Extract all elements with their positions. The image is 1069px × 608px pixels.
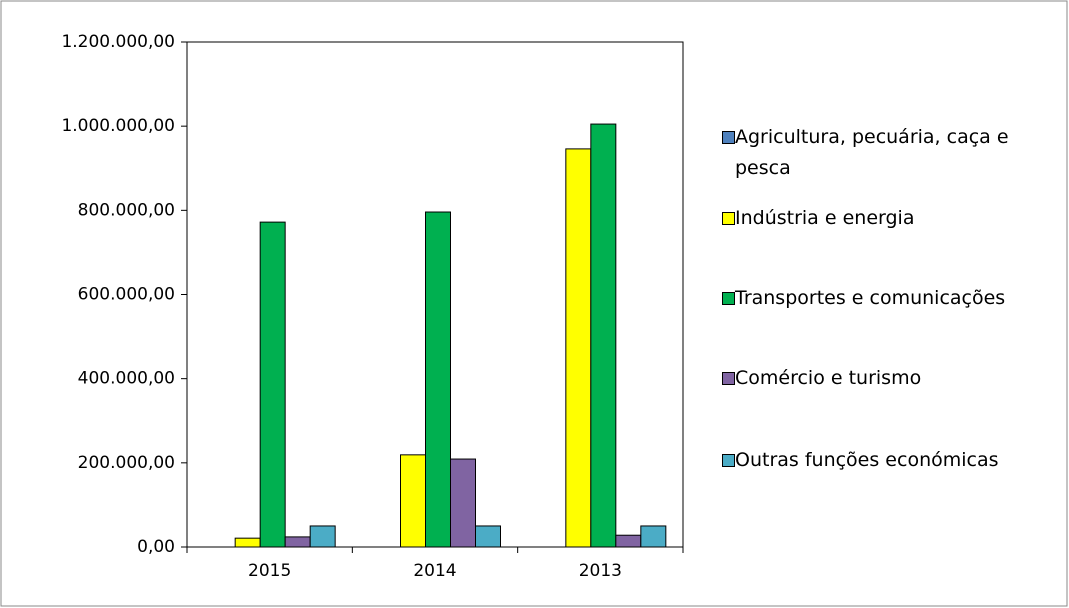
y-tick-label: 0,00 [137, 537, 175, 557]
legend: Agricultura, pecuária, caça e pesca Indús… [720, 0, 1065, 608]
legend-item: Comércio e turismo [720, 363, 1065, 394]
legend-item: Transportes e comunicações [720, 283, 1065, 314]
y-tick-label: 400.000,00 [78, 369, 175, 389]
bar [259, 221, 286, 548]
bar [475, 525, 501, 548]
bar [450, 458, 476, 548]
legend-label: Outras funções económicas [735, 449, 999, 471]
x-tick-label: 2015 [248, 561, 291, 581]
legend-label: Agricultura, pecuária, caça e pesca [735, 126, 1009, 179]
y-tick-label: 1.000.000,00 [61, 116, 175, 136]
legend-item: Agricultura, pecuária, caça e pesca [720, 122, 1065, 184]
bar [309, 525, 336, 548]
legend-swatch [722, 292, 735, 305]
legend-swatch [722, 372, 735, 385]
bar [615, 534, 642, 548]
y-tick-label: 200.000,00 [78, 453, 175, 473]
bar [400, 454, 426, 548]
legend-swatch [722, 454, 735, 467]
y-tick-label: 600.000,00 [78, 285, 175, 305]
bar [425, 211, 451, 548]
bar [565, 148, 592, 548]
legend-label: Comércio e turismo [735, 367, 922, 389]
legend-swatch [722, 131, 735, 144]
x-tick-label: 2013 [579, 561, 622, 581]
legend-item: Outras funções económicas [720, 445, 1065, 476]
bar [284, 536, 311, 548]
y-tick-label: 1.200.000,00 [61, 32, 175, 52]
x-tick-label: 2014 [413, 561, 456, 581]
bar [590, 123, 617, 548]
legend-label: Transportes e comunicações [735, 287, 1006, 309]
legend-swatch [722, 212, 735, 225]
bar [234, 537, 261, 548]
bar [640, 525, 667, 548]
legend-item: Indústria e energia [720, 203, 1065, 234]
legend-label: Indústria e energia [735, 207, 915, 229]
y-tick-label: 800.000,00 [78, 200, 175, 220]
